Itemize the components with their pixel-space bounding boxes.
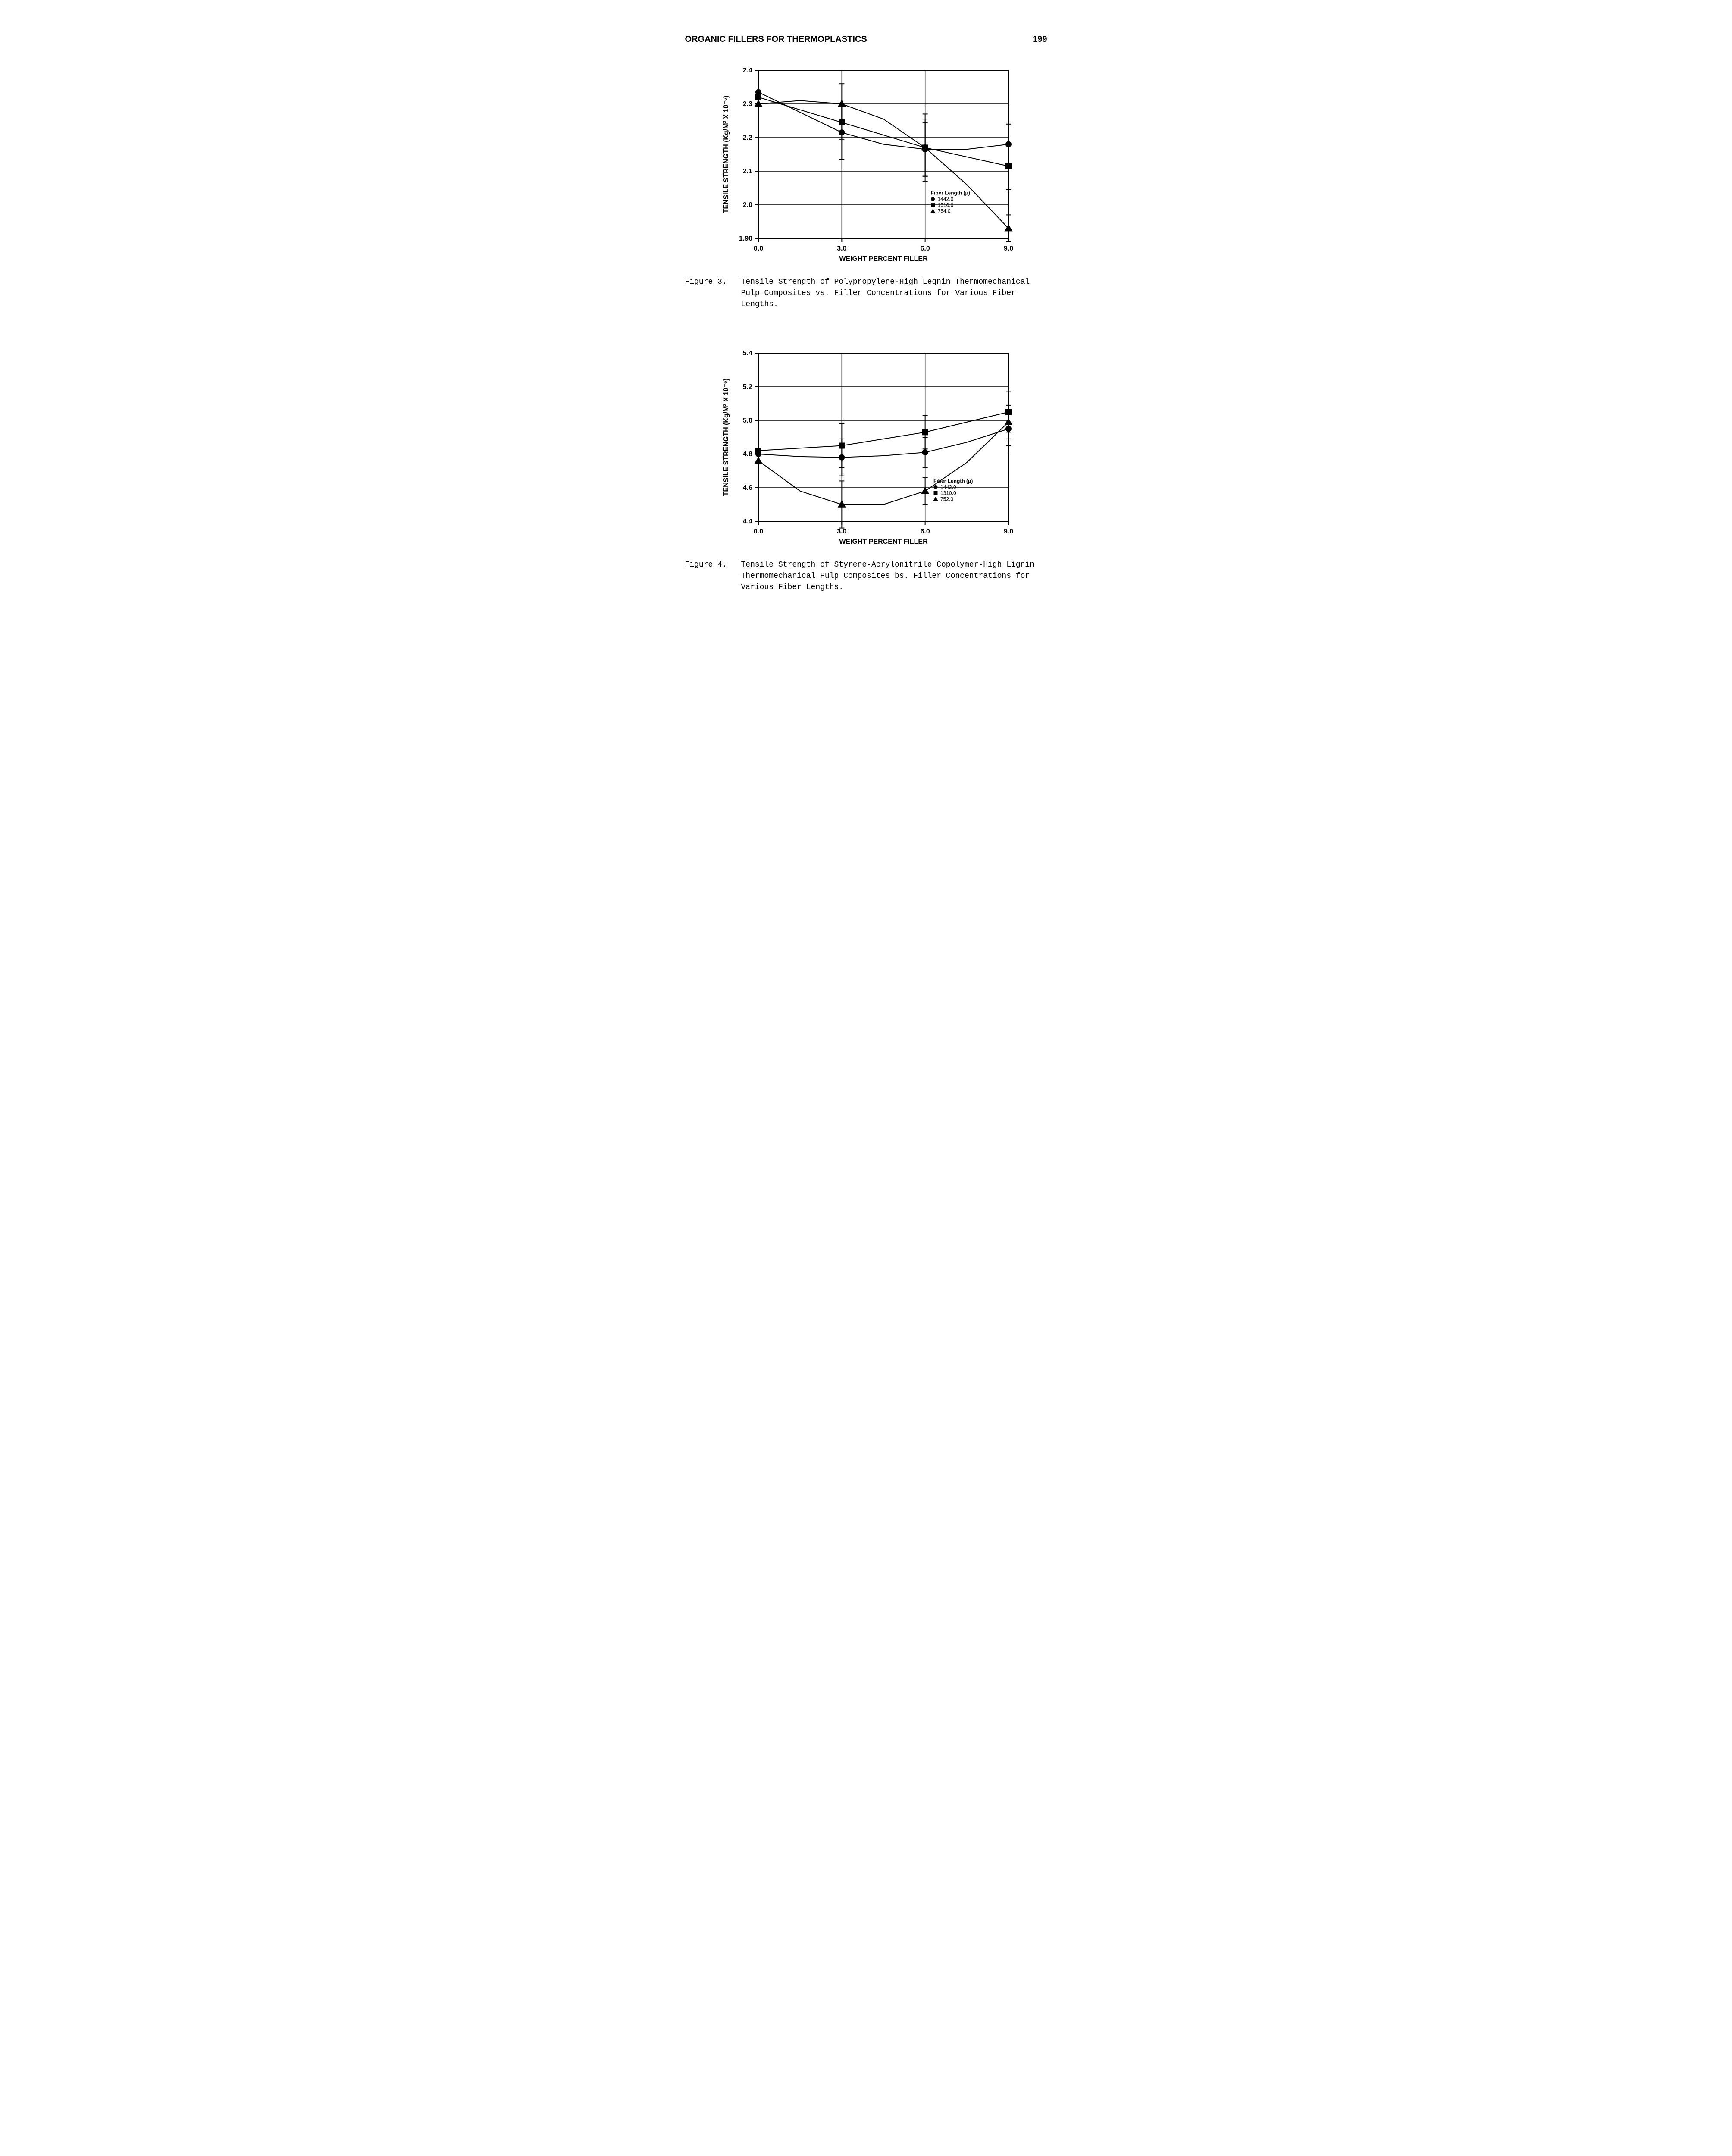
svg-text:3.0: 3.0 <box>837 245 846 252</box>
svg-text:2.2: 2.2 <box>742 134 752 141</box>
svg-text:WEIGHT PERCENT FILLER: WEIGHT PERCENT FILLER <box>839 538 928 545</box>
svg-text:TENSILE STRENGTH (Kg/M² X: TENSILE STRENGTH (Kg/M² X 10⁻⁶) <box>723 96 730 213</box>
svg-text:4.8: 4.8 <box>742 451 752 458</box>
figure-4-chart: 0.0 3.0 6.0 9.0 4.4 4.6 4.8 5.0 5.2 5.4 WEIGHT PER… <box>711 345 1021 552</box>
svg-text:2.4: 2.4 <box>742 67 752 74</box>
svg-text:WEIGHT PERCENT FILLER: WEIGHT PERCENT FILLER <box>839 255 928 263</box>
svg-text:9.0: 9.0 <box>1003 528 1013 535</box>
svg-text:1310.0: 1310.0 <box>940 490 956 496</box>
figure-3-caption-text: Tensile Strength of Polypropylene-High L… <box>741 276 1047 310</box>
svg-text:Fiber Length (μ): Fiber Length (μ) <box>933 478 973 484</box>
figure-4-caption: Figure 4. Tensile Strength of Styrene-Ac… <box>685 559 1047 593</box>
svg-text:3.0: 3.0 <box>837 528 846 535</box>
svg-text:4.4: 4.4 <box>742 518 752 525</box>
svg-text:6.0: 6.0 <box>920 528 930 535</box>
figure-4-chart-wrap: 0.0 3.0 6.0 9.0 4.4 4.6 4.8 5.0 5.2 5.4 WEIGHT PER… <box>685 345 1047 552</box>
svg-text:752.0: 752.0 <box>940 496 953 502</box>
svg-text:2.3: 2.3 <box>742 100 752 108</box>
svg-text:5.2: 5.2 <box>742 383 752 391</box>
figure-3-block: 0.0 3.0 6.0 9.0 1.90 2.0 2.1 2.2 2.3 2.4 WEIGHT PE… <box>685 62 1047 310</box>
figure-4-caption-text: Tensile Strength of Styrene-Acrylonitril… <box>741 559 1047 593</box>
running-head: ORGANIC FILLERS FOR THERMOPLASTICS <box>685 34 867 44</box>
svg-text:5.0: 5.0 <box>742 417 752 424</box>
svg-text:5.4: 5.4 <box>742 350 752 357</box>
figure-4-label: Figure 4. <box>685 559 741 593</box>
figure-3-label: Figure 3. <box>685 276 741 310</box>
figure-4-block: 0.0 3.0 6.0 9.0 4.4 4.6 4.8 5.0 5.2 5.4 WEIGHT PER… <box>685 345 1047 593</box>
page-number: 199 <box>1033 34 1047 44</box>
svg-text:6.0: 6.0 <box>920 245 930 252</box>
svg-text:0.0: 0.0 <box>753 245 763 252</box>
svg-text:1442.0: 1442.0 <box>940 484 956 490</box>
page-header: ORGANIC FILLERS FOR THERMOPLASTICS 199 <box>685 34 1047 44</box>
svg-text:1.90: 1.90 <box>739 235 752 242</box>
figure-3-caption: Figure 3. Tensile Strength of Polypropyl… <box>685 276 1047 310</box>
figure-3-chart: 0.0 3.0 6.0 9.0 1.90 2.0 2.1 2.2 2.3 2.4 WEIGHT PE… <box>711 62 1021 269</box>
svg-text:1442.0: 1442.0 <box>937 196 953 202</box>
page: ORGANIC FILLERS FOR THERMOPLASTICS 199 0… <box>659 0 1073 680</box>
svg-text:0.0: 0.0 <box>753 528 763 535</box>
figure-3-chart-wrap: 0.0 3.0 6.0 9.0 1.90 2.0 2.1 2.2 2.3 2.4 WEIGHT PE… <box>685 62 1047 269</box>
svg-text:4.6: 4.6 <box>742 484 752 492</box>
svg-text:754.0: 754.0 <box>937 208 950 214</box>
svg-text:1310.0: 1310.0 <box>937 202 953 208</box>
svg-text:2.1: 2.1 <box>742 168 752 175</box>
svg-text:2.0: 2.0 <box>742 201 752 209</box>
svg-text:TENSILE STRENGTH (Kg/M² X: TENSILE STRENGTH (Kg/M² X 10⁻⁶) <box>723 379 730 496</box>
svg-text:9.0: 9.0 <box>1003 245 1013 252</box>
svg-text:Fiber Length (μ): Fiber Length (μ) <box>930 190 970 196</box>
